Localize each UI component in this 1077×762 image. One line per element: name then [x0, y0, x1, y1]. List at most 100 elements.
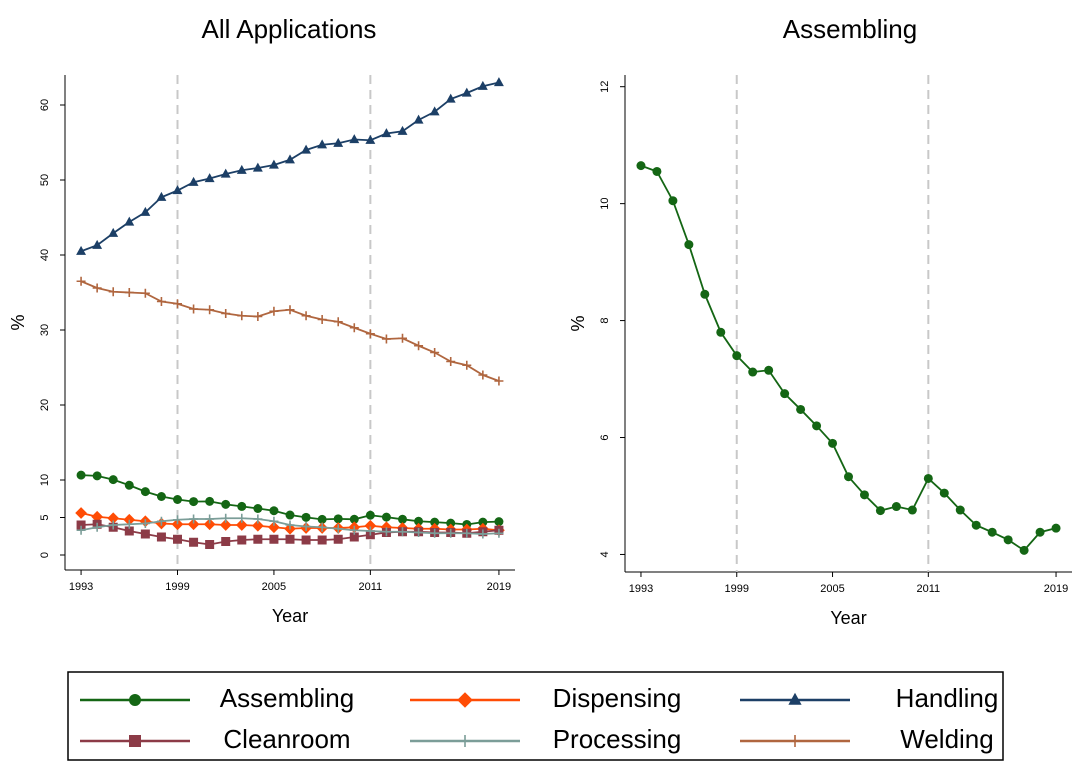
- chart-title: Assembling: [783, 14, 917, 44]
- marker: [907, 505, 917, 515]
- marker: [285, 154, 295, 164]
- marker: [76, 520, 86, 530]
- marker: [301, 535, 311, 545]
- marker: [108, 287, 118, 297]
- marker: [285, 510, 295, 520]
- marker: [844, 472, 853, 482]
- marker: [253, 312, 263, 321]
- marker: [92, 522, 102, 532]
- marker: [923, 473, 933, 483]
- marker: [365, 510, 375, 520]
- marker: [429, 106, 440, 116]
- marker: [333, 317, 343, 327]
- marker: [285, 534, 295, 544]
- legend-label: Handling: [896, 683, 999, 713]
- marker: [268, 159, 279, 169]
- legend-marker: [459, 735, 471, 747]
- marker: [349, 532, 359, 542]
- marker: [156, 532, 166, 542]
- marker: [364, 519, 377, 532]
- marker: [173, 299, 182, 309]
- x-tick-label: 1993: [629, 583, 653, 595]
- marker: [237, 311, 247, 321]
- y-tick-label: 6: [599, 434, 611, 440]
- marker: [414, 516, 424, 526]
- y-tick-label: 30: [39, 324, 51, 336]
- legend-label: Assembling: [220, 683, 354, 713]
- y-tick-label: 0: [39, 552, 51, 558]
- y-tick-label: 12: [599, 81, 611, 93]
- marker: [493, 77, 504, 87]
- legend-label: Cleanroom: [223, 724, 350, 754]
- x-tick-label: 1993: [69, 581, 93, 593]
- marker: [494, 376, 504, 386]
- series-line: [640, 164, 1057, 552]
- x-tick-label: 2019: [487, 581, 511, 593]
- marker: [140, 529, 150, 539]
- marker: [875, 506, 885, 516]
- marker: [365, 134, 376, 144]
- marker: [140, 288, 150, 298]
- legend-label: Dispensing: [553, 683, 682, 713]
- marker: [205, 540, 215, 549]
- y-tick-label: 10: [39, 474, 51, 486]
- marker: [92, 239, 103, 249]
- marker: [252, 519, 264, 532]
- marker: [91, 510, 103, 523]
- marker: [349, 323, 359, 333]
- marker: [1003, 535, 1013, 545]
- marker: [478, 517, 488, 527]
- marker: [108, 520, 118, 530]
- marker: [987, 527, 997, 537]
- marker: [381, 334, 391, 344]
- marker: [700, 289, 710, 299]
- marker: [172, 185, 183, 195]
- x-tick-label: 2005: [262, 581, 286, 593]
- x-axis-label: Year: [830, 608, 866, 628]
- y-tick-label: 60: [39, 99, 51, 111]
- marker: [333, 524, 343, 534]
- marker: [462, 528, 472, 538]
- marker: [220, 168, 231, 178]
- chart-title: All Applications: [202, 14, 377, 44]
- marker: [189, 304, 199, 314]
- marker: [269, 506, 279, 516]
- marker: [349, 525, 359, 535]
- marker: [108, 227, 119, 237]
- marker: [173, 534, 182, 544]
- marker: [301, 144, 312, 154]
- marker: [124, 519, 134, 529]
- marker: [156, 297, 166, 306]
- marker: [430, 517, 440, 527]
- marker: [285, 305, 295, 315]
- marker: [237, 501, 247, 511]
- marker: [205, 305, 215, 315]
- marker: [124, 288, 134, 297]
- marker: [317, 139, 328, 149]
- legend-marker: [788, 692, 802, 705]
- marker: [140, 487, 150, 497]
- x-tick-label: 2005: [820, 583, 844, 595]
- y-tick-label: 10: [599, 198, 611, 210]
- legend-marker: [457, 692, 473, 708]
- marker: [414, 341, 424, 351]
- marker: [891, 502, 901, 512]
- marker: [955, 505, 965, 515]
- marker: [446, 518, 456, 528]
- marker: [828, 438, 838, 448]
- series-line: [80, 81, 500, 253]
- marker: [716, 327, 726, 337]
- marker: [156, 516, 166, 526]
- marker: [189, 537, 199, 547]
- marker: [221, 499, 231, 509]
- marker: [764, 365, 774, 375]
- marker: [203, 518, 216, 531]
- marker: [285, 520, 295, 530]
- y-tick-label: 4: [599, 551, 611, 557]
- marker: [76, 470, 86, 480]
- marker: [156, 492, 166, 501]
- marker: [124, 216, 135, 226]
- marker: [173, 495, 182, 504]
- x-tick-label: 2019: [1044, 583, 1068, 595]
